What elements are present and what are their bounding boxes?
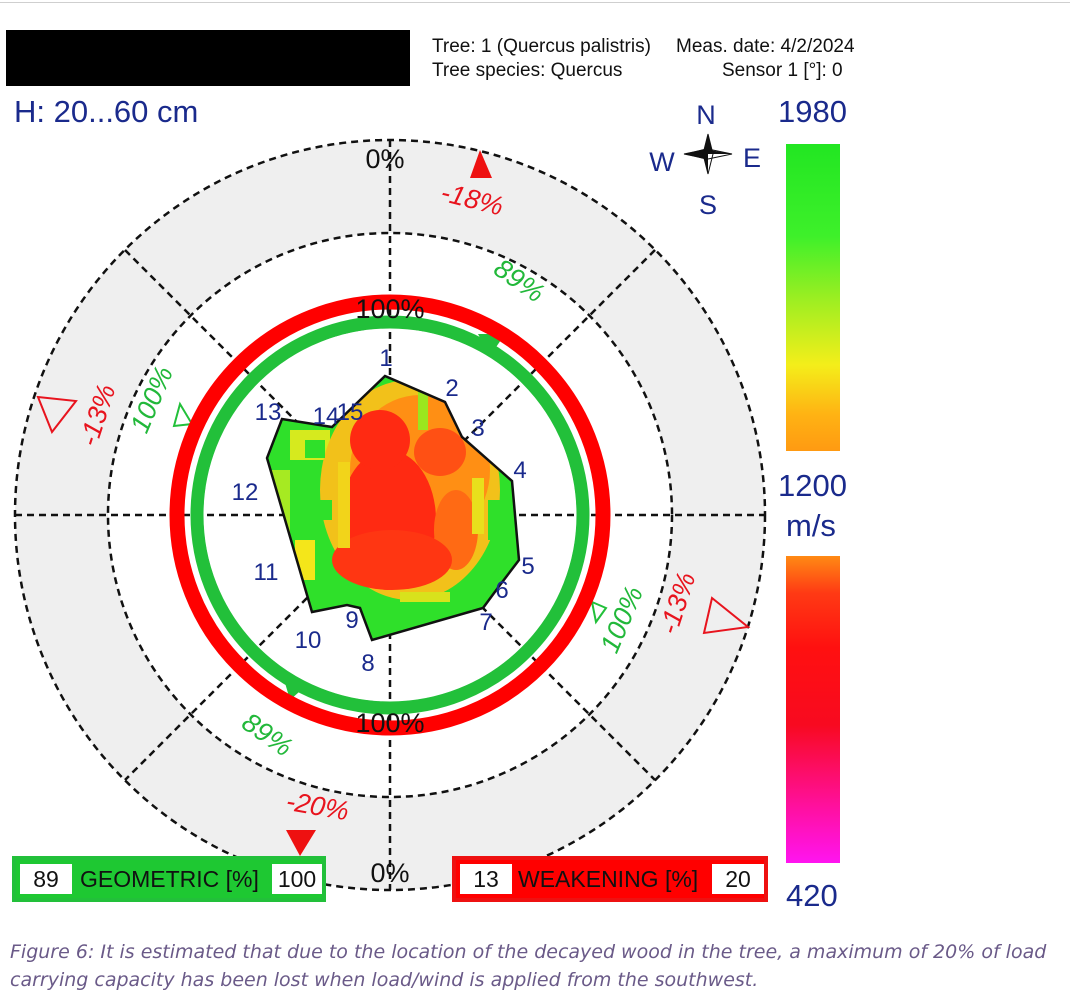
height-label: H: 20...60 cm [14,94,199,129]
sensor-3-label: 3 [471,415,484,442]
hundred-bottom-label: 100% [355,708,424,738]
sensor-11-label: 11 [254,559,279,586]
sensor-14-label: 14 [313,403,340,430]
tree-label: Tree: 1 (Quercus palistris) [432,36,651,57]
weakening-ring [169,294,611,736]
sensor-2-label: 2 [445,375,458,402]
geometric-min-value: 89 [20,864,72,894]
sensor-7-label: 7 [479,609,492,636]
weakening-marker-e [702,596,751,635]
weakening-marker-n [470,150,492,178]
sensor-12-label: 12 [232,479,259,506]
figure-caption: Figure 6: It is estimated that due to th… [10,941,1047,991]
compass-n: N [696,100,716,130]
velocity-scale-upper [786,144,840,451]
compass-e: E [743,143,761,173]
top-divider [0,2,1070,3]
scale-unit: m/s [786,508,836,543]
sensor-15-label: 15 [337,399,364,426]
sensor-6-label: 6 [495,577,508,604]
sensor-5-label: 5 [521,553,534,580]
zero-top-label: 0% [365,144,404,174]
weakening-marker-s [286,830,316,856]
compass-s: S [699,190,717,220]
meas-date: Meas. date: 4/2/2024 [676,36,855,57]
redacted-box [6,30,410,86]
velocity-scale-lower [786,556,840,863]
geometric-label: GEOMETRIC [%] [80,866,259,892]
sensor-1-label: 1 [379,345,392,372]
sensor-10-label: 10 [295,627,322,654]
sensor-8-label: 8 [361,650,374,677]
scale-top-value: 1980 [778,94,847,129]
tomogram-diagram: N S E W 0% 0% 100% 100% 100% 100% 89% 89… [13,100,767,892]
sensor-9-label: 9 [345,607,358,634]
compass-rose-icon [683,133,733,175]
sensor-4-label: 4 [513,457,526,484]
compass-w: W [649,147,675,177]
cross-section-outline [265,374,521,642]
weakening-legend: 13 WEAKENING [%] 20 [452,856,768,902]
weakening-min-value: 13 [460,864,512,894]
hundred-top-label: 100% [355,294,424,324]
scale-mid-value: 1200 [778,468,847,503]
geometric-max-value: 100 [272,864,322,894]
geometric-legend: 89 GEOMETRIC [%] 100 [12,856,326,902]
weakening-marker-w [36,395,78,434]
sensor-label: Sensor 1 [°]: 0 [722,60,843,81]
species-label: Tree species: Quercus [432,60,623,81]
tomogram-cross-section [267,376,519,640]
weakening-label: WEAKENING [%] [518,866,699,892]
zero-bottom-label: 0% [370,858,409,888]
geometric-ring [172,315,608,715]
scale-bottom-value: 420 [786,878,838,913]
sensor-13-label: 13 [255,399,282,426]
weakening-max-value: 20 [712,864,764,894]
